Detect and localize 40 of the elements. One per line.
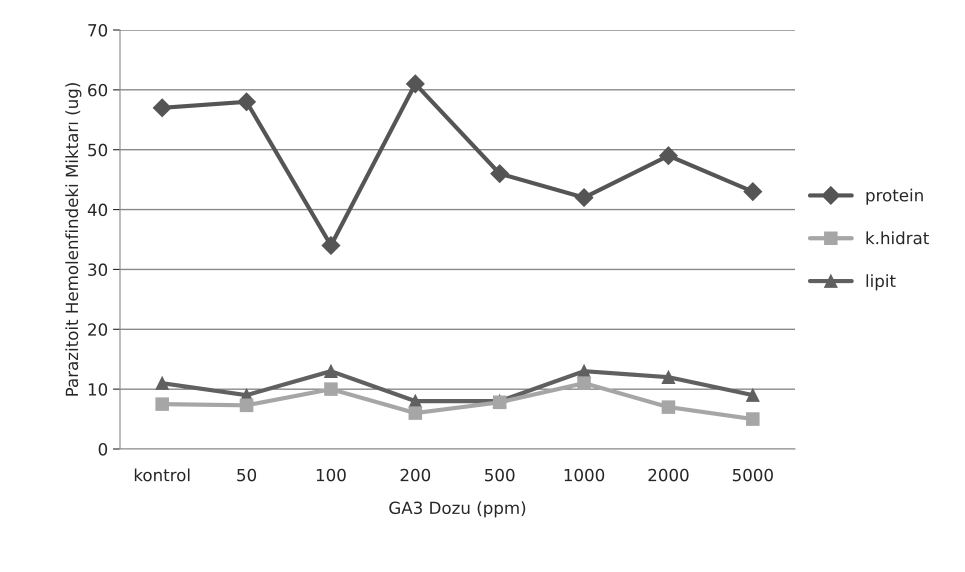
y-tick-label: 30 [88, 263, 108, 276]
point [406, 74, 425, 94]
legend-label: lipit [866, 274, 896, 290]
point [322, 236, 340, 255]
x-tick-label: 500 [485, 468, 514, 482]
x-tick-label: kontrol [134, 468, 190, 482]
point [662, 370, 676, 384]
y-axis-title: Parazitoit Hemolenfindeki Miktarı (ug) [65, 83, 82, 396]
point [743, 182, 762, 201]
point [240, 398, 254, 412]
point [408, 406, 422, 420]
point [574, 188, 594, 207]
x-tick-label: 200 [400, 468, 430, 482]
y-tick-label: 10 [88, 383, 108, 396]
x-tick-label: 50 [237, 468, 256, 482]
x-tick-label: 5000 [732, 468, 773, 482]
point [662, 400, 676, 414]
y-tick-label: 60 [88, 84, 108, 96]
point [155, 397, 169, 411]
point [746, 388, 760, 402]
point [746, 412, 760, 426]
x-axis-title: GA3 Dozu (ppm) [389, 501, 526, 518]
y-tick-label: 50 [88, 144, 108, 156]
point [490, 164, 510, 184]
point [155, 376, 169, 390]
x-tick-label: 2000 [648, 468, 689, 482]
point [659, 146, 678, 166]
x-tick-label: 100 [316, 468, 346, 482]
y-tick-label: 0 [98, 442, 108, 456]
y-tick-label: 70 [88, 24, 108, 37]
point [324, 364, 338, 378]
point [237, 92, 256, 112]
legend-label: k.hidrat [866, 231, 929, 244]
x-tick-label: 1000 [564, 468, 604, 482]
legend-label: protein [866, 188, 923, 205]
point [577, 376, 591, 390]
point [324, 382, 338, 396]
point [152, 98, 172, 118]
y-tick-label: 40 [88, 204, 108, 216]
y-tick-label: 20 [88, 323, 108, 336]
